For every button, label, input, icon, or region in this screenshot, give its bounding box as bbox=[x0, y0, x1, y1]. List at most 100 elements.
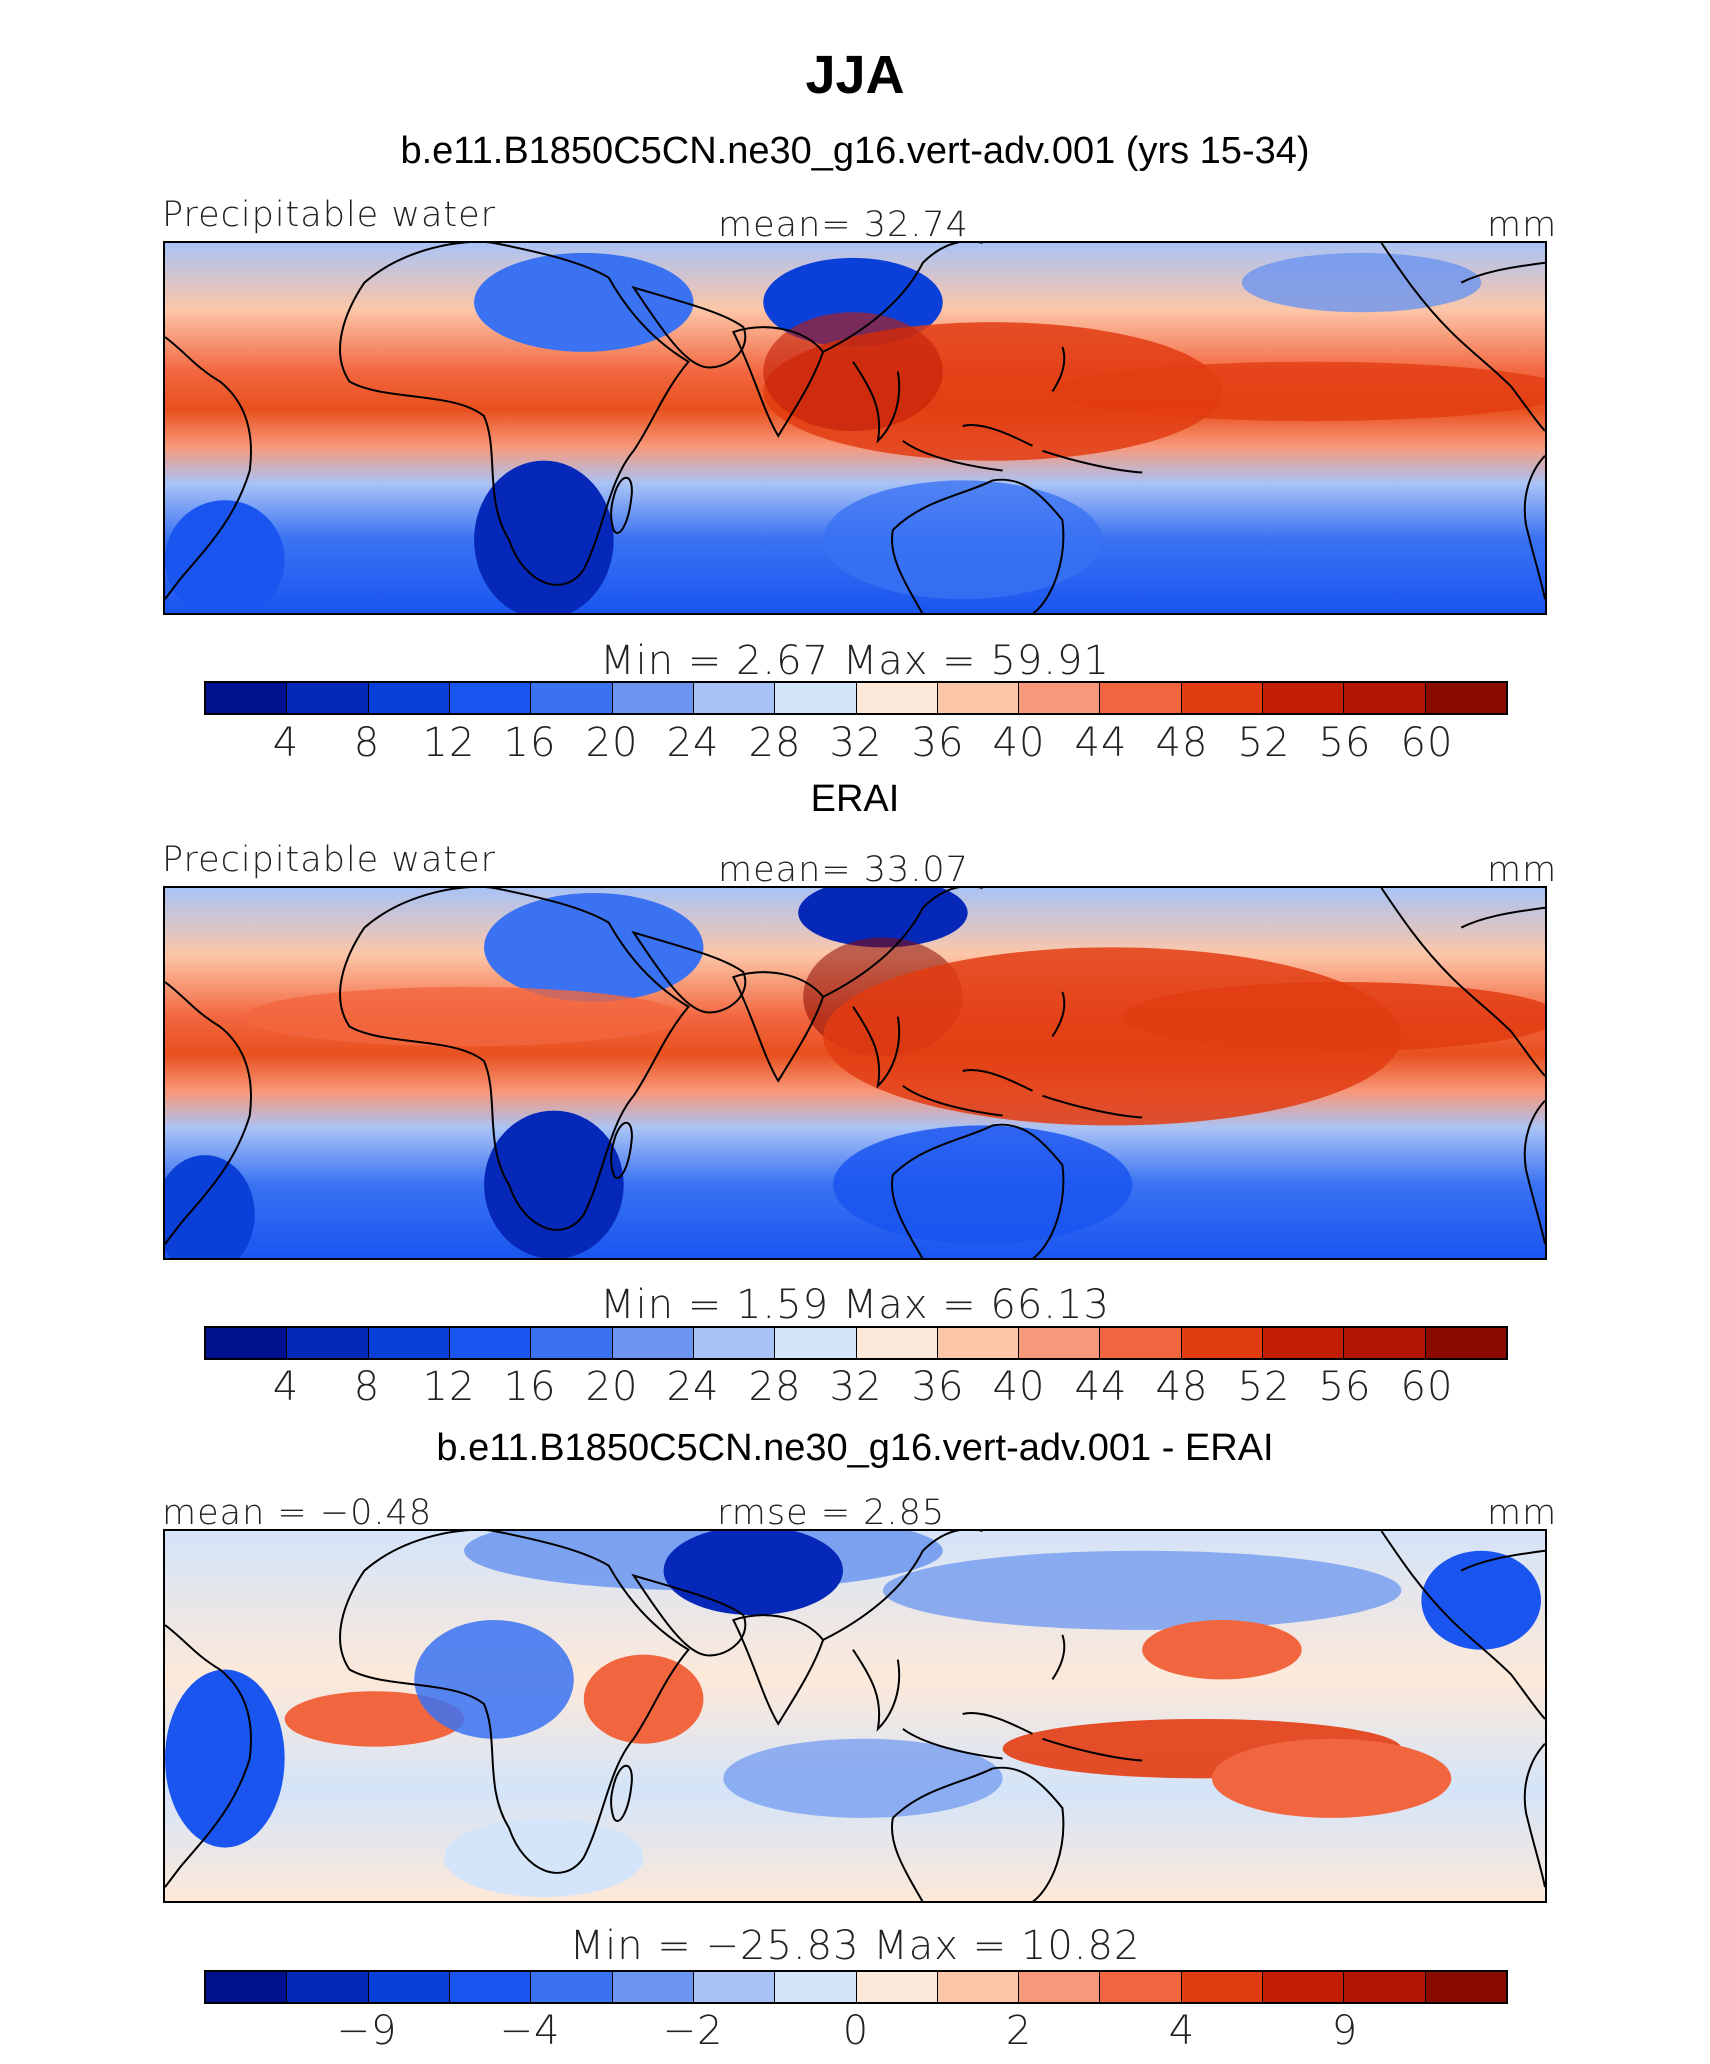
colorbar-swatch bbox=[1181, 683, 1264, 713]
colorbar-swatch bbox=[1181, 1972, 1264, 2002]
colorbar-tick-label: 60 bbox=[1400, 720, 1454, 766]
colorbar-swatch bbox=[1425, 683, 1506, 713]
colorbar-swatch bbox=[775, 1972, 857, 2002]
colorbar-swatch bbox=[1019, 1972, 1101, 2002]
colorbar-swatch bbox=[531, 1972, 613, 2002]
colorbar-swatch bbox=[287, 1972, 369, 2002]
colorbar-swatch bbox=[206, 1972, 288, 2002]
panel1-variable-label: Precipitable water bbox=[162, 195, 497, 235]
colorbar-swatch bbox=[856, 683, 938, 713]
colorbar-swatch bbox=[693, 1328, 776, 1358]
colorbar-tick-label: −2 bbox=[662, 2008, 724, 2054]
colorbar-tick-label: 4 bbox=[272, 720, 300, 766]
colorbar-swatch bbox=[1263, 1972, 1345, 2002]
colorbar-tick-label: 44 bbox=[1074, 1364, 1128, 1410]
colorbar-swatch bbox=[531, 683, 613, 713]
colorbar-swatch bbox=[856, 1972, 938, 2002]
colorbar-swatch bbox=[368, 1328, 450, 1358]
panel1-units-label: mm bbox=[1487, 205, 1558, 245]
colorbar-tick-label: 12 bbox=[422, 720, 476, 766]
colorbar-tick-label: 40 bbox=[992, 1364, 1046, 1410]
colorbar-tick-label: 16 bbox=[503, 1364, 557, 1410]
panel3-units-label: mm bbox=[1487, 1493, 1558, 1533]
colorbar-swatch bbox=[937, 683, 1020, 713]
colorbar-tick-label: 36 bbox=[911, 1364, 965, 1410]
colorbar-swatch bbox=[1263, 1328, 1345, 1358]
colorbar-tick-label: −4 bbox=[499, 2008, 561, 2054]
panel1-min-max: Min = 2.67 Max = 59.91 bbox=[600, 638, 1110, 684]
panel3-map bbox=[163, 1529, 1547, 1903]
colorbar-swatch bbox=[1344, 683, 1426, 713]
panel1-subtitle: b.e11.B1850C5CN.ne30_g16.vert-adv.001 (y… bbox=[400, 130, 1310, 172]
colorbar-tick-label: 40 bbox=[992, 720, 1046, 766]
colorbar-tick-label: 48 bbox=[1155, 1364, 1209, 1410]
colorbar-swatch bbox=[1019, 1328, 1101, 1358]
colorbar-swatch bbox=[775, 683, 857, 713]
colorbar-swatch bbox=[1425, 1328, 1506, 1358]
colorbar-swatch bbox=[856, 1328, 938, 1358]
colorbar-swatch bbox=[206, 1328, 288, 1358]
colorbar-tick-label: 48 bbox=[1155, 720, 1209, 766]
colorbar-tick-label: 32 bbox=[829, 1364, 883, 1410]
colorbar-swatch bbox=[612, 1972, 694, 2002]
colorbar-tick-label: 8 bbox=[353, 1364, 381, 1410]
colorbar-swatch bbox=[287, 1328, 369, 1358]
colorbar-tick-label: 2 bbox=[1005, 2008, 1033, 2054]
colorbar-tick-label: 36 bbox=[911, 720, 965, 766]
colorbar-tick-label: 12 bbox=[422, 1364, 476, 1410]
colorbar-swatch bbox=[1263, 683, 1345, 713]
colorbar-swatch bbox=[368, 1972, 450, 2002]
colorbar-tick-label: 32 bbox=[829, 720, 883, 766]
panel2-units-label: mm bbox=[1487, 850, 1558, 890]
colorbar-swatch bbox=[1100, 1972, 1182, 2002]
panel3-colorbar bbox=[204, 1970, 1508, 2004]
colorbar-swatch bbox=[368, 683, 450, 713]
colorbar-swatch bbox=[531, 1328, 613, 1358]
colorbar-swatch bbox=[775, 1328, 857, 1358]
colorbar-tick-label: 24 bbox=[666, 720, 720, 766]
panel3-mean-label: mean = −0.48 bbox=[162, 1493, 433, 1533]
panel2-subtitle: ERAI bbox=[810, 778, 900, 820]
colorbar-tick-label: 52 bbox=[1237, 720, 1291, 766]
colorbar-swatch bbox=[693, 683, 776, 713]
colorbar-tick-label: 4 bbox=[1168, 2008, 1196, 2054]
panel3-colorbar-ticks: −9 −4 −2 0 2 4 9 bbox=[0, 2008, 1710, 2056]
panel1-colorbar-ticks: 4 8 12 16 20 24 28 32 36 40 44 48 52 56 … bbox=[0, 720, 1710, 768]
colorbar-tick-label: 60 bbox=[1400, 1364, 1454, 1410]
colorbar-tick-label: 24 bbox=[666, 1364, 720, 1410]
colorbar-tick-label: 16 bbox=[503, 720, 557, 766]
colorbar-tick-label: 4 bbox=[272, 1364, 300, 1410]
panel3-min-max: Min = −25.83 Max = 10.82 bbox=[569, 1923, 1141, 1969]
panel2-colorbar bbox=[204, 1326, 1508, 1360]
colorbar-swatch bbox=[1100, 683, 1182, 713]
colorbar-tick-label: 28 bbox=[748, 720, 802, 766]
colorbar-tick-label: −9 bbox=[336, 2008, 398, 2054]
colorbar-swatch bbox=[287, 683, 369, 713]
colorbar-tick-label: 52 bbox=[1237, 1364, 1291, 1410]
panel1-mean-label: mean= 32.74 bbox=[718, 205, 969, 245]
panel1-contour-field bbox=[165, 243, 1545, 613]
colorbar-swatch bbox=[206, 683, 288, 713]
colorbar-tick-label: 20 bbox=[585, 1364, 639, 1410]
colorbar-swatch bbox=[1344, 1328, 1426, 1358]
figure-title: JJA bbox=[805, 45, 905, 105]
panel2-mean-label: mean= 33.07 bbox=[718, 850, 969, 890]
colorbar-tick-label: 9 bbox=[1331, 2008, 1359, 2054]
panel2-map bbox=[163, 886, 1547, 1260]
colorbar-tick-label: 28 bbox=[748, 1364, 802, 1410]
colorbar-tick-label: 0 bbox=[842, 2008, 870, 2054]
panel2-contour-field bbox=[165, 888, 1545, 1258]
panel3-rmse-label: rmse = 2.85 bbox=[717, 1493, 946, 1533]
colorbar-swatch bbox=[1344, 1972, 1426, 2002]
panel3-contour-field bbox=[165, 1531, 1545, 1901]
colorbar-tick-label: 56 bbox=[1318, 1364, 1372, 1410]
colorbar-tick-label: 20 bbox=[585, 720, 639, 766]
colorbar-tick-label: 56 bbox=[1318, 720, 1372, 766]
colorbar-swatch bbox=[612, 683, 694, 713]
colorbar-tick-label: 44 bbox=[1074, 720, 1128, 766]
colorbar-tick-label: 8 bbox=[353, 720, 381, 766]
panel2-min-max: Min = 1.59 Max = 66.13 bbox=[600, 1282, 1110, 1328]
colorbar-swatch bbox=[1019, 683, 1101, 713]
colorbar-swatch bbox=[693, 1972, 776, 2002]
colorbar-swatch bbox=[449, 1328, 532, 1358]
